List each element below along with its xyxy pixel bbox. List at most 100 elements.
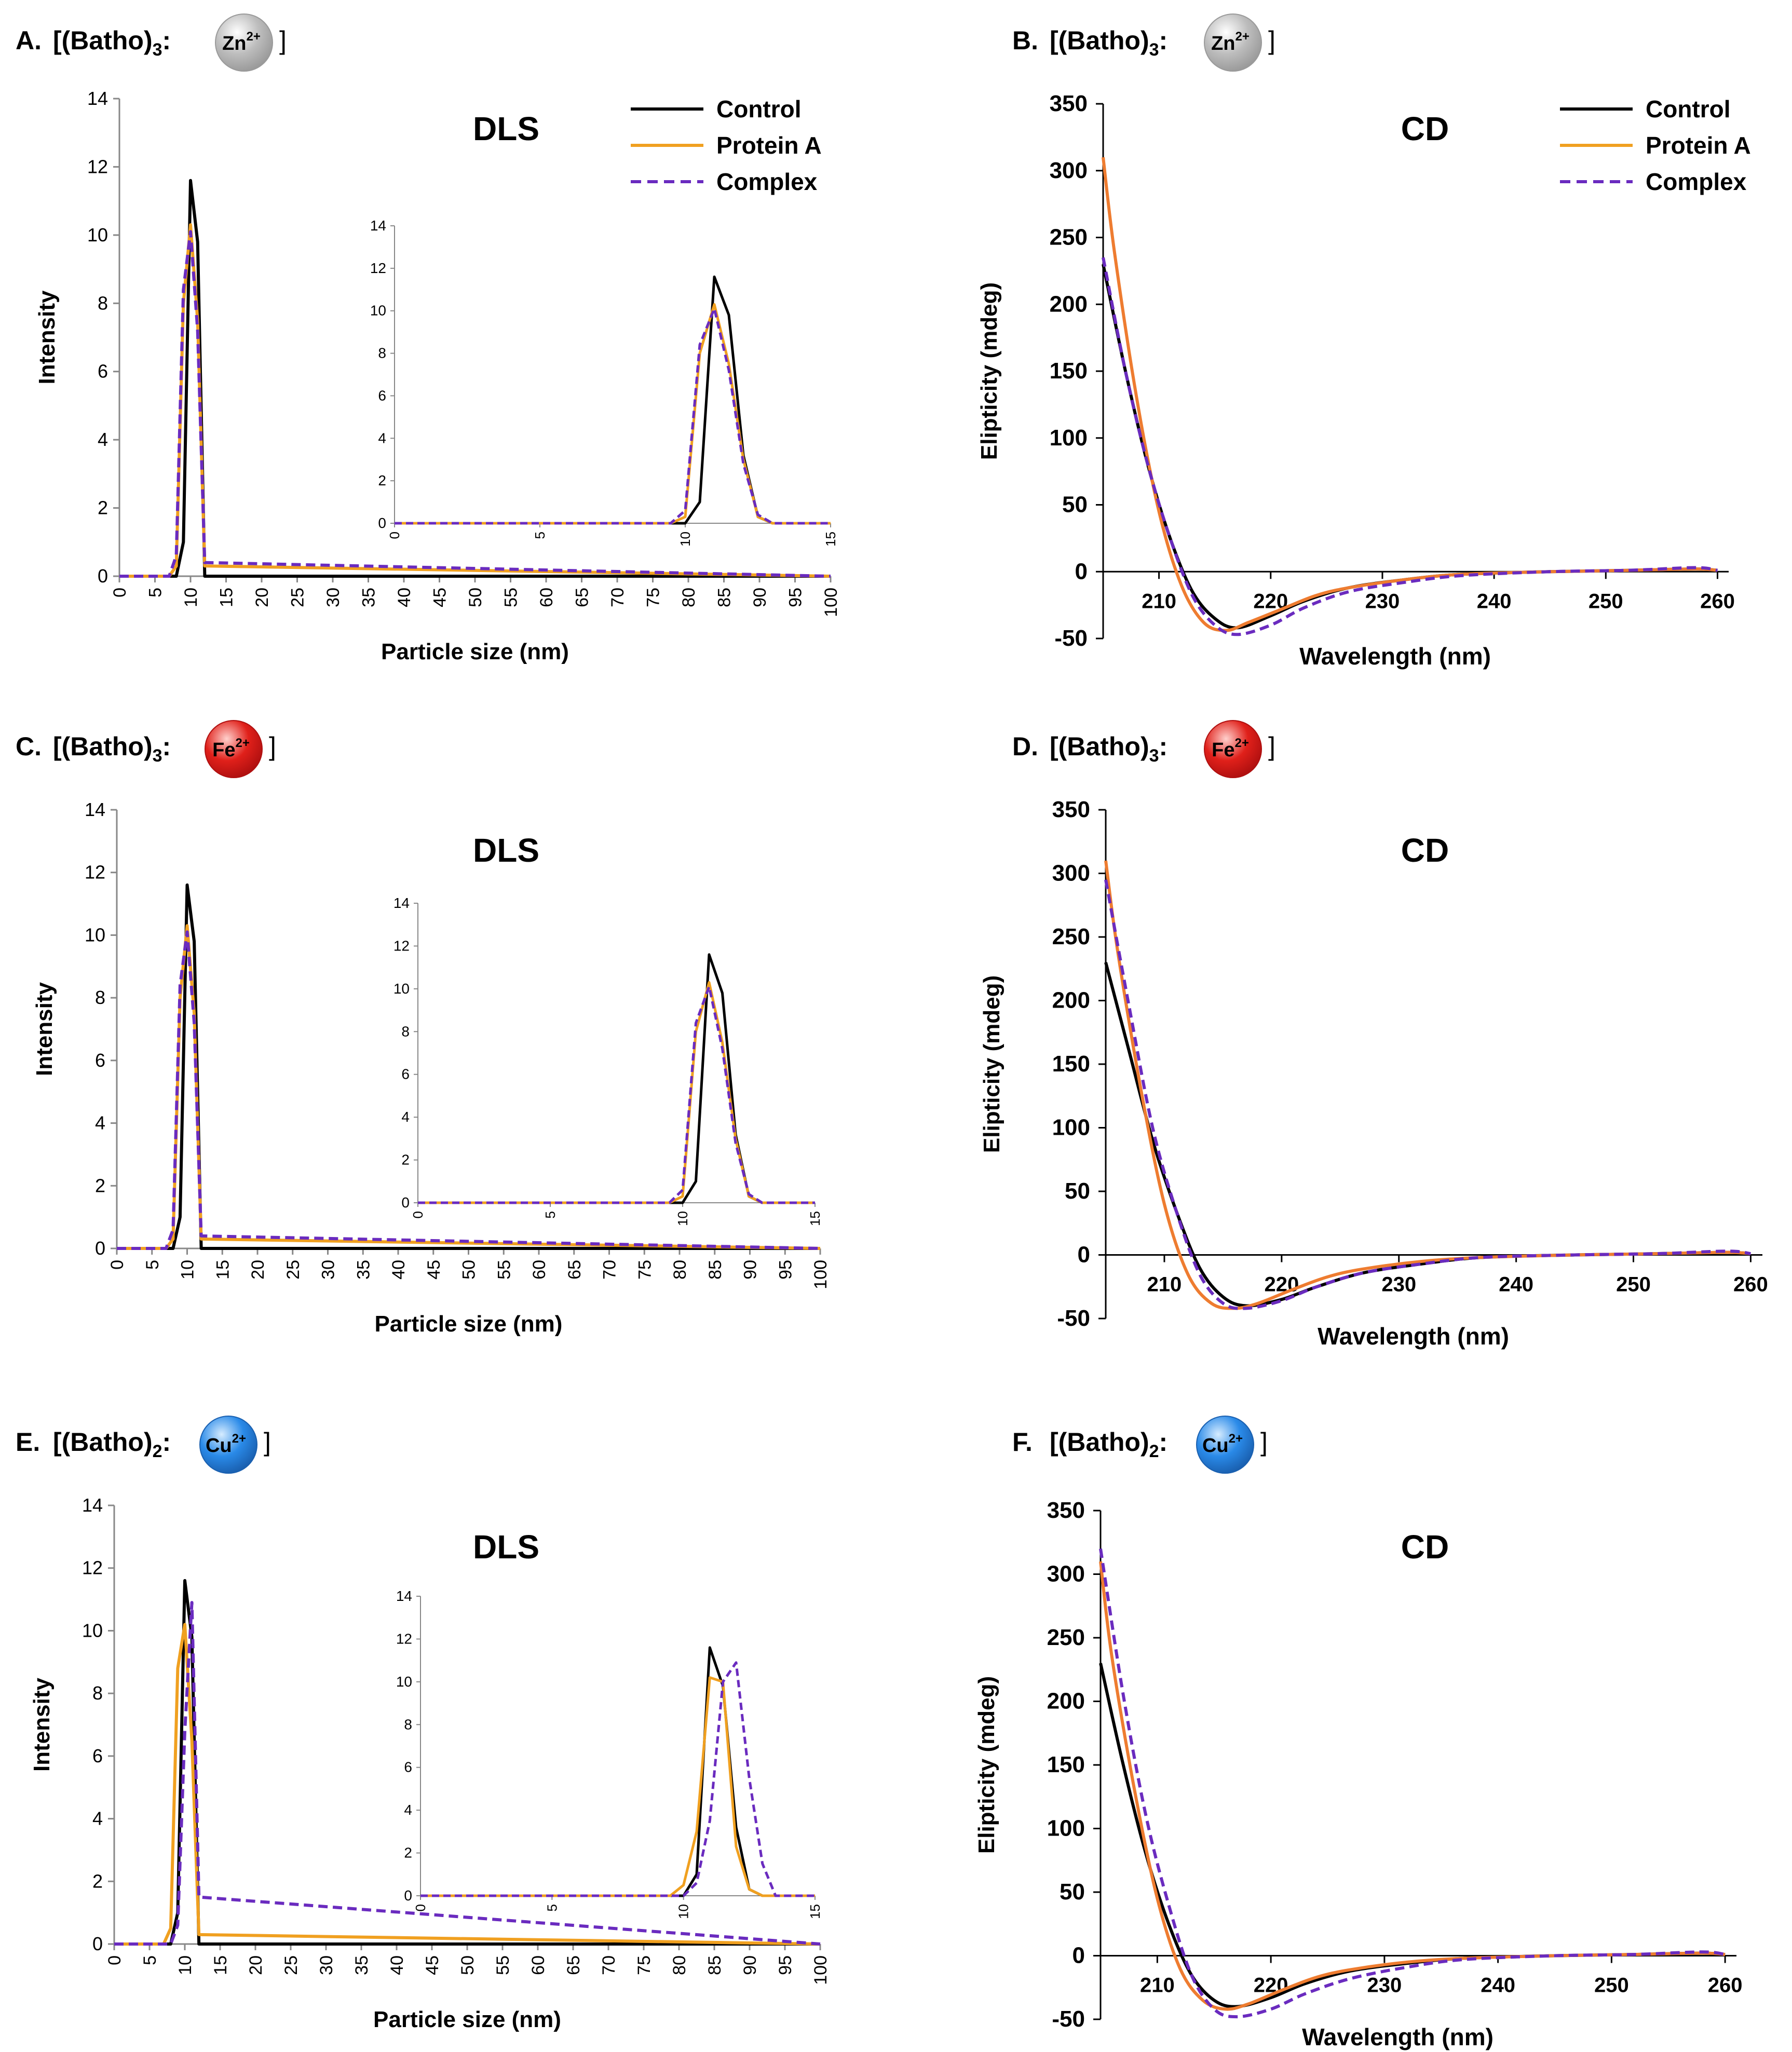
x-tick-label: 240 xyxy=(1481,1974,1515,1997)
x-tick-label: 5 xyxy=(143,1260,162,1270)
x-axis-label: Wavelength (nm) xyxy=(1318,1323,1509,1350)
inset-x-tick-label: 15 xyxy=(823,532,838,547)
y-tick-label: 6 xyxy=(98,361,108,382)
complex-formula: [(Batho)2: xyxy=(53,1428,171,1461)
legend-label: Complex xyxy=(716,168,818,195)
inset-y-tick-label: 2 xyxy=(401,1152,410,1168)
complex-formula: [(Batho)3: xyxy=(53,26,171,60)
y-tick-label: 100 xyxy=(1047,1816,1085,1841)
y-tick-label: 350 xyxy=(1047,1498,1085,1523)
x-tick-label: 60 xyxy=(528,1955,548,1975)
y-tick-label: 12 xyxy=(82,1557,103,1579)
x-tick-label: 250 xyxy=(1589,590,1623,613)
formula-close-bracket: ] xyxy=(264,1428,271,1457)
panel-letter: D. xyxy=(1012,732,1038,761)
y-tick-label: 50 xyxy=(1062,492,1088,518)
inset-series-line-control xyxy=(395,275,831,525)
inset-series-line-protein-a xyxy=(418,981,815,1204)
legend-label: Control xyxy=(1646,96,1731,123)
series-line-protein-a xyxy=(1102,157,1718,632)
y-axis-label: Intensity xyxy=(34,290,60,384)
y-tick-label: 50 xyxy=(1060,1879,1085,1905)
y-tick-label: 2 xyxy=(98,497,108,519)
x-tick-label: 85 xyxy=(705,1955,725,1975)
y-tick-label: 10 xyxy=(85,924,105,945)
stoichiometry-subscript: 2 xyxy=(1149,1442,1159,1461)
x-tick-label: 210 xyxy=(1142,590,1176,613)
inset-series-line-protein-a xyxy=(395,303,831,525)
panel-title: F. [(Batho)2: Cu2+] xyxy=(1012,1416,1268,1474)
inset-chart: 0 2 4 6 8 10 12 14 0 5 10 15 xyxy=(393,895,823,1226)
ion-charge: 2+ xyxy=(1236,30,1250,44)
x-tick-label: 260 xyxy=(1700,590,1735,613)
y-tick-label: 0 xyxy=(92,1933,103,1954)
metal-ion-sphere xyxy=(205,720,263,778)
inset-x-tick-label: 10 xyxy=(675,1211,690,1226)
x-tick-label: 90 xyxy=(750,588,770,607)
formula-colon: : xyxy=(1159,732,1168,761)
x-tick-label: 75 xyxy=(634,1955,654,1975)
ion-charge: 2+ xyxy=(232,1432,246,1446)
x-tick-label: 45 xyxy=(423,1955,442,1975)
ion-charge: 2+ xyxy=(235,736,249,750)
panel-title: B. [(Batho)3: Zn2+] xyxy=(1012,13,1275,72)
x-axis-label: Wavelength (nm) xyxy=(1299,643,1491,670)
y-tick-label: 14 xyxy=(82,1494,103,1516)
panel-letter: C. xyxy=(16,732,42,761)
y-tick-label: 12 xyxy=(87,156,108,177)
x-tick-label: 90 xyxy=(741,1260,761,1280)
y-tick-label: 200 xyxy=(1047,1689,1085,1714)
y-tick-label: 4 xyxy=(98,429,108,450)
x-tick-label: 10 xyxy=(178,1260,198,1280)
series-line-protein-a xyxy=(114,1623,821,1946)
complex-formula: [(Batho)3: xyxy=(1050,732,1167,766)
inset-x-tick-label: 10 xyxy=(677,532,693,547)
y-tick-label: 250 xyxy=(1047,1625,1085,1650)
inset-y-tick-label: 6 xyxy=(378,387,386,403)
x-tick-label: 25 xyxy=(283,1260,303,1280)
legend-label: Control xyxy=(716,96,802,123)
inset-y-tick-label: 0 xyxy=(404,1887,412,1904)
x-tick-label: 75 xyxy=(644,588,663,607)
panel-title: C. [(Batho)3: Fe2+] xyxy=(16,720,276,778)
series-line-complex xyxy=(114,1601,821,1946)
panel-letter: B. xyxy=(1012,26,1038,55)
y-tick-label: 300 xyxy=(1052,861,1090,886)
chart-D: -50 0 50 100 150 200 250 300 350 210 220 230 240 250 2… xyxy=(979,797,1768,1350)
x-tick-label: 25 xyxy=(281,1955,301,1975)
y-tick-label: 250 xyxy=(1052,924,1090,949)
series-line-protein-a xyxy=(1104,860,1751,1310)
inset-y-tick-label: 2 xyxy=(404,1845,412,1861)
y-tick-label: 8 xyxy=(95,987,105,1008)
x-tick-label: 80 xyxy=(670,1955,689,1975)
x-tick-label: 100 xyxy=(811,1260,831,1289)
formula-close-bracket: ] xyxy=(279,26,287,55)
x-tick-label: 10 xyxy=(175,1955,195,1975)
x-tick-label: 45 xyxy=(424,1260,444,1280)
metal-ion-sphere xyxy=(1204,720,1262,778)
inset-y-tick-label: 10 xyxy=(393,981,410,997)
x-tick-label: 20 xyxy=(246,1955,266,1975)
y-tick-label: 100 xyxy=(1052,1115,1090,1140)
x-tick-label: 15 xyxy=(213,1260,233,1280)
y-tick-label: 14 xyxy=(87,88,108,109)
inset-y-tick-label: 6 xyxy=(401,1066,410,1082)
formula-colon: : xyxy=(1159,26,1168,55)
y-tick-label: 350 xyxy=(1052,797,1090,822)
x-tick-label: 60 xyxy=(537,588,556,607)
x-tick-label: 240 xyxy=(1477,590,1512,613)
inset-y-tick-label: 14 xyxy=(370,218,386,234)
inset-x-tick-label: 5 xyxy=(544,1904,560,1911)
inset-y-tick-label: 6 xyxy=(404,1759,412,1775)
y-tick-label: 8 xyxy=(92,1682,103,1704)
formula-colon: : xyxy=(1159,1428,1168,1457)
inset-y-tick-label: 12 xyxy=(370,260,386,276)
inset-y-tick-label: 10 xyxy=(370,303,386,319)
y-tick-label: 250 xyxy=(1050,225,1088,250)
inset-chart: 0 2 4 6 8 10 12 14 0 5 10 15 xyxy=(370,218,838,547)
series-line-control xyxy=(119,179,831,578)
panel-letter: F. xyxy=(1012,1428,1033,1457)
